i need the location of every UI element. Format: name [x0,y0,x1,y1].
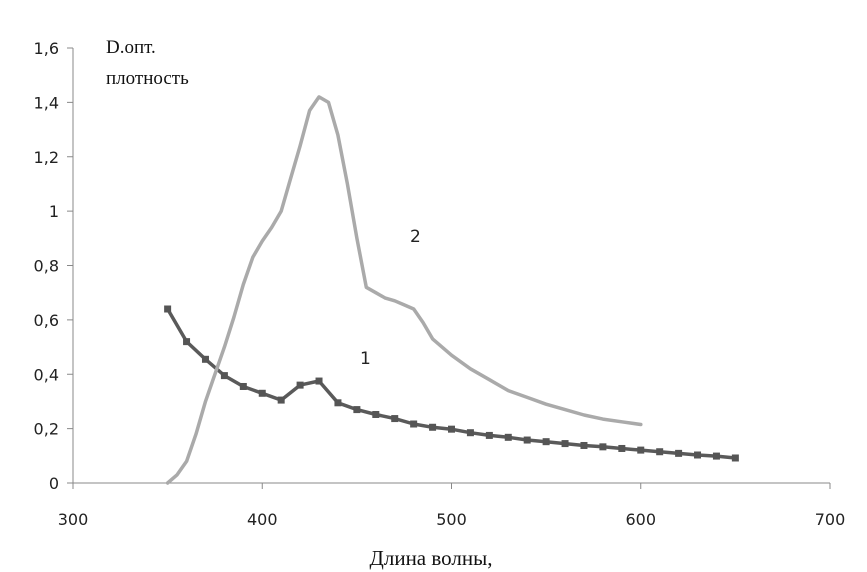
series-1-point [694,451,702,459]
x-ticks: 300 400 500 600 700 [58,483,846,529]
series-1-point [410,420,418,428]
series-1-point [580,441,588,449]
x-tick-label: 700 [815,510,846,529]
x-tick-label: 400 [247,510,278,529]
y-tick-label: 0,8 [34,257,59,276]
series-1-point [334,399,342,407]
y-tick-label: 0,4 [34,365,59,384]
series-layer [164,95,739,485]
x-tick-label: 600 [625,510,656,529]
series-1-point [258,389,266,397]
series-1-point [712,452,720,460]
series-1-point [353,406,361,414]
series-1-point [296,381,304,389]
series-1-point [201,355,209,363]
series-1-point [183,338,191,346]
x-tick-label: 300 [58,510,89,529]
y-tick-label: 1,4 [34,93,59,112]
y-axis-label-line-2: плотность [106,68,189,89]
y-tick-label: 1 [49,202,59,221]
series-1-point [542,438,550,446]
y-axis-label-line-1: D.опт. [106,37,156,58]
series-1-point [561,440,569,448]
series-1-point [618,444,626,452]
series-1-point [675,449,683,457]
series-2 [165,95,643,485]
series-1-point [429,423,437,431]
series-2-line [165,95,643,485]
series-1 [164,305,739,462]
series-1-point [523,436,531,444]
series-1-point [372,410,380,418]
series-1-point [599,443,607,451]
series-2-label: 2 [410,227,421,247]
series-1-point [448,425,455,433]
series-1-point [220,372,228,380]
x-axis-label: Длина волны, [370,546,493,570]
y-tick-label: 0 [49,474,59,493]
series-1-point [731,454,739,462]
x-tick-label: 500 [436,510,467,529]
series-1-point [315,377,323,385]
series-1-point [656,448,664,456]
y-tick-label: 0,6 [34,311,59,330]
series-1-point [485,431,493,439]
y-tick-label: 0,2 [34,420,59,439]
series-1-point [637,446,645,454]
series-1-line [165,307,738,460]
series-1-label: 1 [360,349,371,369]
y-ticks: 0 0,2 0,4 0,6 0,8 1 1,2 1,4 1,6 [34,39,73,493]
series-1-point [277,396,285,404]
series-1-point [391,415,399,423]
series-1-point [466,429,474,437]
series-1-point [239,382,247,390]
y-tick-label: 1,2 [34,148,59,167]
y-tick-label: 1,6 [34,39,59,58]
series-1-point [164,305,172,313]
series-1-point [504,433,512,441]
